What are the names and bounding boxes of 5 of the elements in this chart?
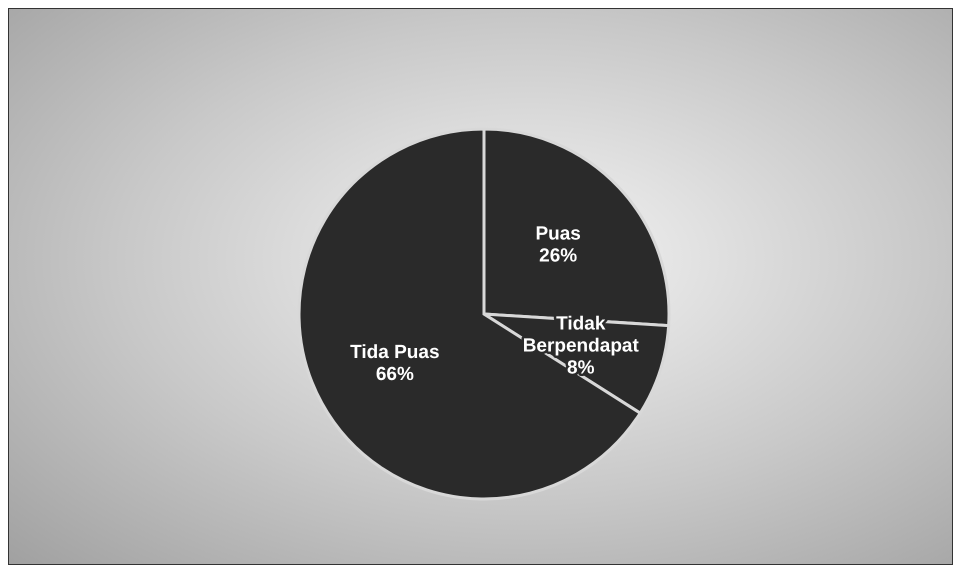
data-label: 66%: [376, 364, 414, 385]
data-label: 26%: [539, 244, 578, 266]
slice-label: Tida Puas: [350, 342, 440, 363]
data-label: 8%: [567, 356, 595, 378]
slice-label: Puas: [535, 222, 581, 244]
